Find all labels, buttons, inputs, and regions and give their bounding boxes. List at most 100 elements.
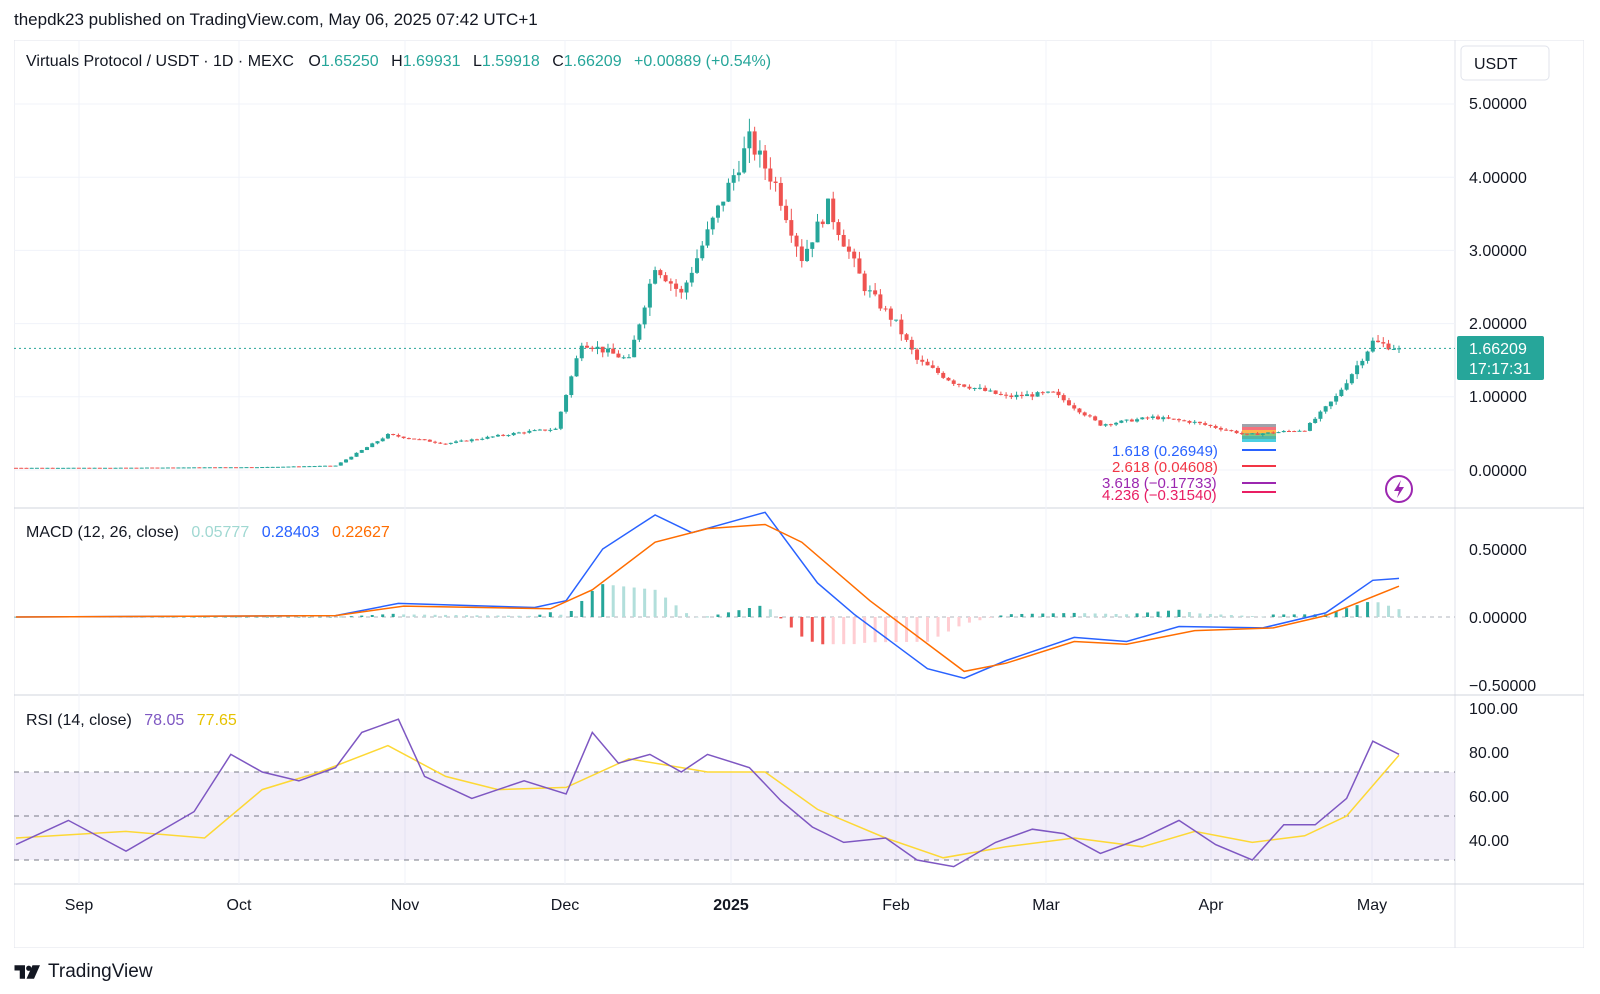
bar-countdown: 17:17:31	[1469, 361, 1531, 378]
candle-body	[846, 246, 851, 252]
candle-body	[181, 467, 186, 469]
candle-body	[490, 436, 495, 438]
macd-tick: 0.50000	[1469, 542, 1527, 559]
candle-body	[1292, 431, 1297, 433]
candle-body	[1150, 416, 1155, 418]
candle-body	[731, 175, 736, 183]
candle-body	[144, 467, 149, 469]
time-tick: Feb	[882, 897, 910, 914]
candle-body	[715, 205, 720, 218]
macd-histogram-bar	[276, 617, 280, 618]
macd-histogram-bar	[779, 617, 783, 619]
candle-body	[1318, 411, 1323, 419]
candle-body	[799, 246, 804, 262]
price-scale[interactable]: USDT 5.00000 4.00000 3.00000 2.00000 1.0…	[1457, 45, 1550, 480]
candle-body	[988, 390, 993, 392]
candle-body	[899, 319, 904, 335]
macd-histogram-bar	[538, 614, 542, 617]
candle-body	[380, 438, 385, 442]
macd-histogram-bar	[1093, 613, 1097, 617]
macd-histogram-bar	[1303, 614, 1307, 617]
candle-body	[700, 245, 705, 259]
macd-histogram-bar	[674, 605, 678, 617]
candle-body	[234, 467, 239, 469]
candle-body	[527, 430, 532, 433]
macd-scale[interactable]: 0.50000 0.00000 −0.50000	[1469, 542, 1536, 695]
candle-body	[338, 462, 343, 466]
candle-body	[1014, 394, 1019, 398]
fib-label-2618: 2.618 (0.04608)	[1112, 459, 1218, 476]
fib-zone	[1242, 427, 1276, 430]
lightning-icon[interactable]	[1385, 475, 1413, 503]
candle-body	[97, 467, 102, 469]
macd-histogram-bar	[957, 617, 961, 627]
candle-body	[1386, 343, 1391, 350]
macd-histogram-bar	[768, 609, 772, 617]
macd-tick: −0.50000	[1469, 678, 1536, 695]
macd-histogram-bar	[402, 614, 406, 617]
macd-histogram-bar	[1072, 612, 1076, 617]
price-tick: 1.00000	[1469, 389, 1527, 406]
candle-body	[674, 283, 679, 289]
candle-body	[1307, 422, 1312, 431]
candle-body	[469, 439, 474, 442]
macd-histogram-bar	[1167, 610, 1170, 617]
tradingview-logo[interactable]: TradingView	[14, 960, 153, 984]
candle-body	[1271, 432, 1276, 434]
candle-body	[1197, 421, 1202, 424]
candle-body	[689, 272, 694, 283]
candle-body	[1066, 400, 1071, 406]
macd-tick: 0.00000	[1469, 610, 1527, 627]
candle-body	[275, 466, 280, 468]
candle-body	[1187, 420, 1192, 423]
macd-histogram-bar	[339, 616, 343, 618]
rsi-scale[interactable]: 100.00 80.00 60.00 40.00	[1469, 701, 1518, 850]
candle-body	[1161, 417, 1166, 420]
macd-histogram-bar	[1208, 613, 1212, 617]
macd-histogram-bar	[706, 616, 709, 618]
macd-histogram-bar	[465, 615, 469, 617]
candle-body	[805, 248, 810, 262]
macd-histogram-bar	[559, 614, 563, 617]
candle-body	[1391, 348, 1396, 350]
candle-body	[464, 440, 469, 442]
candle-body	[1344, 383, 1349, 390]
price-tick: 4.00000	[1469, 170, 1527, 187]
candle-body	[50, 467, 55, 469]
macd-histogram-bar	[1198, 613, 1202, 617]
macd-histogram-bar	[1397, 609, 1401, 617]
candle-body	[836, 222, 841, 235]
macd-histogram-bar	[475, 615, 479, 617]
candle-body	[936, 367, 940, 373]
candle-body	[312, 466, 317, 468]
candle-body	[1334, 396, 1339, 402]
macd-histogram-bar	[936, 617, 940, 637]
candle-body	[24, 467, 29, 469]
macd-histogram-bar	[1261, 616, 1265, 618]
chart-canvas[interactable]: Virtuals Protocol / USDT · 1D · MEXC O1.…	[13, 39, 1585, 949]
macd-histogram-bar	[14, 617, 18, 618]
time-tick: May	[1357, 897, 1387, 914]
currency-box[interactable]	[1460, 45, 1550, 81]
time-axis[interactable]: Sep Oct Nov Dec 2025 Feb Mar Apr May	[65, 897, 1387, 914]
candle-body	[417, 439, 422, 441]
candle-body	[1004, 394, 1009, 396]
macd-histogram-bar	[1062, 613, 1066, 617]
macd-histogram-bar	[758, 605, 762, 617]
macd-histogram-bar	[601, 584, 605, 617]
chart-frame[interactable]: Virtuals Protocol / USDT · 1D · MEXC O1.…	[13, 39, 1585, 949]
symbol-title: Virtuals Protocol / USDT · 1D · MEXC	[26, 53, 294, 70]
candle-body	[1376, 340, 1381, 343]
macd-histogram-bar	[569, 610, 573, 617]
macd-histogram-bar	[1146, 612, 1150, 617]
fib-label-1618: 1.618 (0.26949)	[1112, 443, 1218, 460]
candle-body	[752, 131, 757, 155]
candle-body	[757, 150, 762, 155]
candle-body	[359, 450, 364, 453]
candle-body	[29, 467, 34, 469]
candle-body	[763, 150, 768, 169]
symbol-legend: Virtuals Protocol / USDT · 1D · MEXC O1.…	[26, 53, 771, 70]
candle-body	[66, 467, 71, 469]
macd-histogram-bar	[1387, 605, 1391, 617]
candle-body	[1093, 416, 1098, 421]
